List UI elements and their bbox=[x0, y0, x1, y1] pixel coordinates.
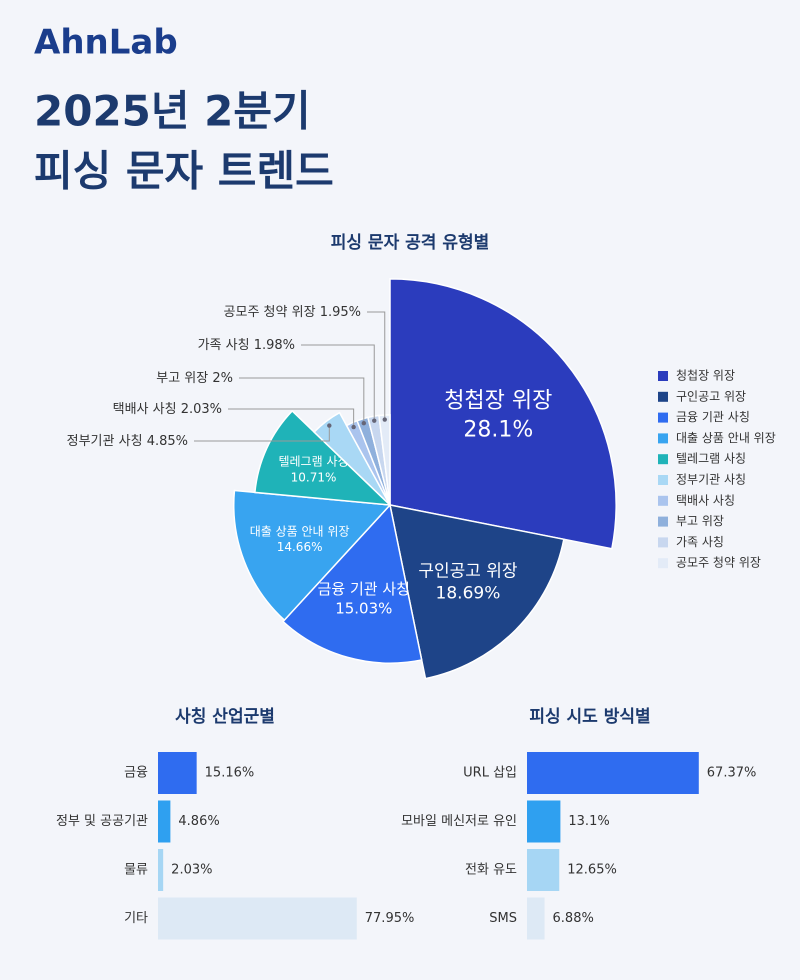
legend-label: 구인공고 위장 bbox=[676, 389, 746, 403]
bar bbox=[527, 752, 699, 794]
legend-label: 공모주 청약 위장 bbox=[676, 555, 761, 570]
legend-swatch bbox=[658, 475, 668, 485]
value-label: 15.16% bbox=[205, 766, 255, 781]
legend-swatch bbox=[658, 371, 668, 381]
legend-swatch bbox=[658, 516, 668, 527]
slice-value: 10.71% bbox=[291, 470, 337, 484]
leader-dot bbox=[382, 417, 387, 422]
logo: AhnLab bbox=[34, 23, 178, 63]
category-label: 금융 bbox=[124, 766, 148, 781]
bar bbox=[527, 849, 560, 891]
value-label: 67.37% bbox=[707, 766, 757, 781]
value-label: 12.65% bbox=[567, 863, 617, 878]
callout-value: 4.85% bbox=[147, 434, 188, 449]
callout-value: 1.95% bbox=[320, 305, 361, 320]
slice-label: 텔레그램 사칭 bbox=[278, 455, 348, 469]
callout-name: 정부기관 사칭 bbox=[67, 434, 143, 449]
legend-label: 금융 기관 사칭 bbox=[676, 410, 750, 424]
leader-line bbox=[239, 377, 365, 424]
category-label: 기타 bbox=[124, 911, 148, 926]
category-label: 모바일 메신저로 유인 bbox=[401, 814, 517, 829]
legend-label: 가족 사칭 bbox=[676, 535, 724, 549]
slice-value: 14.66% bbox=[277, 540, 323, 554]
legend-label: 텔레그램 사칭 bbox=[676, 452, 746, 466]
legend-swatch bbox=[658, 412, 668, 423]
pie-slice bbox=[389, 504, 565, 680]
leader-dot bbox=[361, 421, 367, 426]
bar bbox=[158, 849, 164, 891]
legend-label: 정부기관 사칭 bbox=[676, 473, 746, 487]
legend-label: 부고 위장 bbox=[676, 514, 724, 528]
slice-label: 구인공고 위장 bbox=[418, 561, 518, 581]
pie-slice bbox=[313, 411, 391, 506]
callout-value: 2% bbox=[212, 371, 233, 386]
pie-slice bbox=[254, 409, 393, 506]
callout-name: 택배사 사칭 bbox=[113, 402, 177, 417]
bar bbox=[527, 897, 545, 940]
slice-callout: 정부기관 사칭 4.85% bbox=[67, 434, 188, 449]
category-label: URL 삽입 bbox=[463, 766, 517, 781]
slice-callout: 가족 사칭 1.98% bbox=[198, 338, 295, 353]
leader-line bbox=[228, 408, 355, 428]
callout-name: 가족 사칭 bbox=[198, 338, 250, 353]
bar bbox=[527, 800, 561, 843]
legend-swatch bbox=[658, 537, 668, 548]
slice-callout: 공모주 청약 위장 1.95% bbox=[224, 305, 361, 320]
leader-line bbox=[301, 344, 375, 421]
callout-value: 1.98% bbox=[254, 338, 295, 353]
slice-value: 28.1% bbox=[463, 417, 533, 442]
legend-swatch bbox=[658, 558, 668, 569]
category-label: 정부 및 공공기관 bbox=[56, 814, 148, 829]
legend-swatch bbox=[658, 391, 668, 402]
bar bbox=[158, 800, 171, 843]
legend-label: 청첩장 위장 bbox=[676, 369, 735, 383]
chart-title: 피싱 시도 방식별 bbox=[529, 707, 650, 727]
page-title: 2025년 2분기 bbox=[34, 87, 311, 136]
pie-slice bbox=[233, 489, 392, 622]
value-label: 6.88% bbox=[553, 911, 594, 926]
chart-title: 피싱 문자 공격 유형별 bbox=[331, 232, 490, 253]
leader-dot bbox=[372, 418, 377, 423]
pie-slice bbox=[281, 503, 423, 664]
callout-name: 부고 위장 bbox=[156, 371, 208, 386]
slice-label: 대출 상품 안내 위장 bbox=[250, 525, 350, 539]
slice-callout: 부고 위장 2% bbox=[156, 371, 233, 386]
page-title: 피싱 문자 트렌드 bbox=[34, 147, 334, 196]
value-label: 4.86% bbox=[178, 814, 219, 829]
legend-swatch bbox=[658, 495, 668, 506]
callout-name: 공모주 청약 위장 bbox=[224, 305, 316, 320]
pie-slice bbox=[389, 278, 617, 550]
value-label: 77.95% bbox=[365, 911, 415, 926]
leader-dot bbox=[351, 424, 356, 430]
slice-value: 18.69% bbox=[436, 583, 501, 603]
legend-label: 택배사 사칭 bbox=[676, 493, 735, 507]
leader-line bbox=[194, 425, 330, 442]
legend-label: 대출 상품 안내 위장 bbox=[676, 431, 776, 445]
legend-swatch bbox=[658, 454, 668, 465]
slice-callout: 택배사 사칭 2.03% bbox=[113, 402, 222, 417]
chart-title: 사칭 산업군별 bbox=[175, 707, 275, 727]
bar bbox=[158, 752, 197, 794]
leader-line bbox=[367, 311, 386, 420]
slice-label: 청첩장 위장 bbox=[444, 389, 552, 414]
category-label: SMS bbox=[489, 911, 517, 926]
slice-value: 15.03% bbox=[335, 600, 392, 618]
slice-label: 금융 기관 사칭 bbox=[318, 580, 410, 598]
category-label: 전화 유도 bbox=[465, 863, 517, 878]
callout-value: 2.03% bbox=[181, 402, 222, 417]
value-label: 13.1% bbox=[568, 814, 609, 829]
legend-swatch bbox=[658, 433, 668, 444]
category-label: 물류 bbox=[124, 863, 148, 878]
leader-dot bbox=[327, 423, 332, 428]
bar bbox=[158, 897, 357, 940]
value-label: 2.03% bbox=[171, 863, 212, 878]
